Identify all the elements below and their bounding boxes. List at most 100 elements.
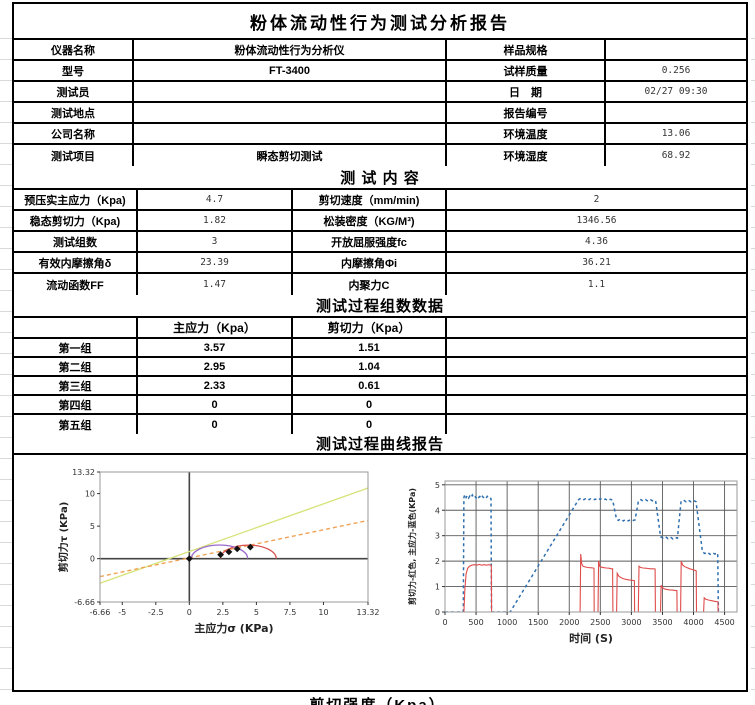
param-label: 剪切速度（mm/min) xyxy=(293,190,447,209)
field-label: 报告编号 xyxy=(447,103,606,122)
group-value: 0 xyxy=(293,396,447,413)
empty-cell xyxy=(447,396,746,413)
field-label: 试样质量 xyxy=(447,61,606,80)
table-row: 第二组 2.95 1.04 xyxy=(14,358,746,377)
empty-cell xyxy=(447,318,746,337)
param-label: 内聚力C xyxy=(293,274,447,295)
svg-text:2500: 2500 xyxy=(590,618,610,627)
section-header-row: 测试过程组数数据 xyxy=(14,295,746,318)
svg-text:剪切力τ (KPa): 剪切力τ (KPa) xyxy=(57,502,70,573)
table-row: 测试项目 瞬态剪切测试 环境湿度 68.92 xyxy=(14,145,746,166)
section-title-group-data: 测试过程组数数据 xyxy=(315,298,444,315)
field-label: 测试项目 xyxy=(14,145,134,166)
section-title-curve-report: 测试过程曲线报告 xyxy=(315,436,444,453)
param-value: 4.36 xyxy=(585,236,608,247)
field-value: 02/27 09:30 xyxy=(644,86,708,97)
param-label: 流动函数FF xyxy=(14,274,138,295)
svg-text:剪切力-红色, 主应力-蓝色(KPa): 剪切力-红色, 主应力-蓝色(KPa) xyxy=(407,488,417,605)
param-value: 1.1 xyxy=(587,279,606,290)
param-value: 1.82 xyxy=(138,211,293,230)
svg-text:-6.66: -6.66 xyxy=(90,608,111,617)
svg-text:7.5: 7.5 xyxy=(284,608,297,617)
svg-text:3: 3 xyxy=(435,532,440,541)
param-label: 测试组数 xyxy=(14,232,138,251)
column-header-shear-force: 剪切力（Kpa） xyxy=(293,318,447,337)
svg-text:2000: 2000 xyxy=(559,618,579,627)
field-value: 粉体流动性行为分析仪 xyxy=(134,40,447,59)
group-value: 1.51 xyxy=(293,339,447,356)
table-row: 测试地点 报告编号 xyxy=(14,103,746,124)
table-row: 型号 FT-3400 试样质量 0.256 xyxy=(14,61,746,82)
svg-text:1000: 1000 xyxy=(497,618,517,627)
group-name: 第四组 xyxy=(14,396,138,413)
svg-text:-2.5: -2.5 xyxy=(148,608,164,617)
group-header-row: 主应力（Kpa） 剪切力（Kpa） xyxy=(14,318,746,339)
svg-text:500: 500 xyxy=(468,618,483,627)
param-value: 1.47 xyxy=(138,274,293,295)
group-value: 2.95 xyxy=(138,358,293,375)
field-value xyxy=(134,103,447,122)
field-label: 日 期 xyxy=(447,82,606,101)
svg-text:2.5: 2.5 xyxy=(216,608,229,617)
table-row: 公司名称 环境温度 13.06 xyxy=(14,124,746,145)
next-section-title-clipped: 剪切强度（Kpa） xyxy=(0,694,755,705)
group-value: 1.04 xyxy=(293,358,447,375)
field-label: 仪器名称 xyxy=(14,40,134,59)
svg-text:5: 5 xyxy=(90,522,95,531)
svg-text:2: 2 xyxy=(435,557,440,566)
svg-text:5: 5 xyxy=(435,481,440,490)
table-row: 第五组 0 0 xyxy=(14,415,746,434)
table-row: 测试员 日 期 02/27 09:30 xyxy=(14,82,746,103)
svg-text:0: 0 xyxy=(187,608,192,617)
param-value: 4.7 xyxy=(138,190,293,209)
group-name: 第五组 xyxy=(14,415,138,434)
group-value: 0 xyxy=(138,396,293,413)
table-row: 稳态剪切力（Kpa) 1.82 松装密度（KG/M³) 1346.56 xyxy=(14,211,746,232)
svg-text:3500: 3500 xyxy=(652,618,672,627)
test-content-table: 预压实主应力（Kpa) 4.7 剪切速度（mm/min) 2 稳态剪切力（Kpa… xyxy=(14,190,746,295)
svg-text:10: 10 xyxy=(318,608,328,617)
group-data-table: 第一组 3.57 1.51 第二组 2.95 1.04 第三组 2.33 0.6… xyxy=(14,339,746,434)
section-title-test-content: 测 试 内 容 xyxy=(340,169,420,187)
svg-text:0: 0 xyxy=(442,618,447,627)
empty-cell xyxy=(14,318,138,337)
table-row: 有效内摩擦角δ 23.39 内摩擦角Φi 36.21 xyxy=(14,253,746,274)
param-value: 3 xyxy=(138,232,293,251)
svg-text:4500: 4500 xyxy=(714,618,734,627)
param-label: 开放屈服强度fc xyxy=(293,232,447,251)
field-value: 0.256 xyxy=(661,65,691,76)
info-table: 仪器名称 粉体流动性行为分析仪 样品规格 型号 FT-3400 试样质量 0.2… xyxy=(14,40,746,166)
param-label: 稳态剪切力（Kpa) xyxy=(14,211,138,230)
group-name: 第二组 xyxy=(14,358,138,375)
svg-text:-5: -5 xyxy=(118,608,126,617)
empty-cell xyxy=(447,415,746,434)
table-row: 第三组 2.33 0.61 xyxy=(14,377,746,396)
param-value: 2 xyxy=(593,194,600,205)
param-value: 36.21 xyxy=(582,257,611,268)
table-row: 预压实主应力（Kpa) 4.7 剪切速度（mm/min) 2 xyxy=(14,190,746,211)
svg-text:5: 5 xyxy=(254,608,259,617)
svg-text:13.32: 13.32 xyxy=(357,608,380,617)
param-label: 内摩擦角Φi xyxy=(293,253,447,272)
field-value xyxy=(606,103,746,122)
group-value: 3.57 xyxy=(138,339,293,356)
empty-cell xyxy=(447,377,746,394)
field-label: 型号 xyxy=(14,61,134,80)
svg-text:4: 4 xyxy=(435,506,440,515)
table-row: 第一组 3.57 1.51 xyxy=(14,339,746,358)
field-value xyxy=(134,124,447,143)
group-value: 0 xyxy=(293,415,447,434)
field-value: 13.06 xyxy=(661,128,691,139)
group-value: 2.33 xyxy=(138,377,293,394)
table-row: 流动函数FF 1.47 内聚力C 1.1 xyxy=(14,274,746,295)
time-series-chart: 0 500 1000 1500 2000 2500 3000 3500 4000 4500 0 1 2 3… xyxy=(407,480,738,645)
svg-text:10: 10 xyxy=(85,490,95,499)
field-label: 公司名称 xyxy=(14,124,134,143)
section-header-row: 测试过程曲线报告 xyxy=(14,434,746,455)
field-label: 样品规格 xyxy=(447,40,606,59)
param-value: 23.39 xyxy=(138,253,293,272)
group-name: 第一组 xyxy=(14,339,138,356)
param-label: 预压实主应力（Kpa) xyxy=(14,190,138,209)
mohr-circle-chart: -6.66 -5 -2.5 0 2.5 5 7.5 10 13.32 13.32 10 5 0 -6.66… xyxy=(57,468,380,635)
